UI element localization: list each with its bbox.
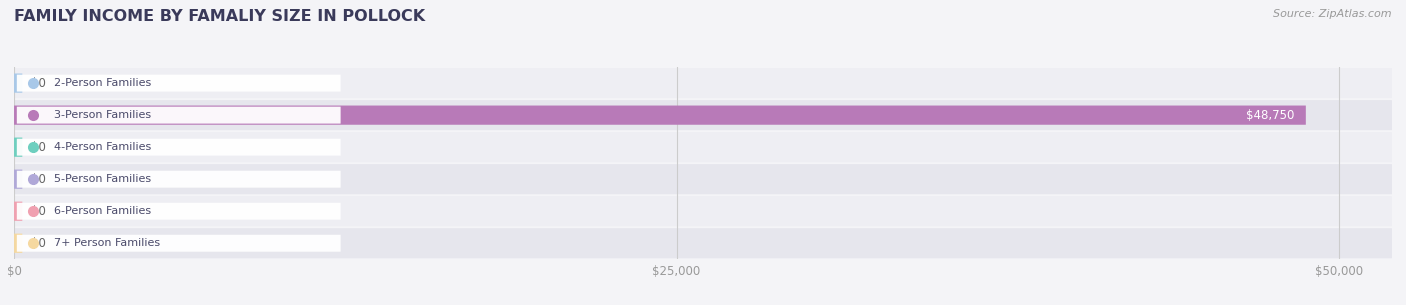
Text: $0: $0 [31, 77, 45, 90]
FancyBboxPatch shape [14, 68, 1392, 98]
FancyBboxPatch shape [17, 203, 340, 220]
FancyBboxPatch shape [14, 234, 22, 253]
Text: 2-Person Families: 2-Person Families [53, 78, 152, 88]
Text: $0: $0 [31, 237, 45, 250]
Text: 3-Person Families: 3-Person Families [53, 110, 150, 120]
FancyBboxPatch shape [14, 132, 1392, 162]
Text: $48,750: $48,750 [1247, 109, 1295, 122]
FancyBboxPatch shape [14, 228, 1392, 258]
FancyBboxPatch shape [14, 100, 1392, 130]
FancyBboxPatch shape [14, 202, 22, 221]
Text: $0: $0 [31, 173, 45, 186]
FancyBboxPatch shape [14, 170, 22, 189]
FancyBboxPatch shape [17, 139, 340, 156]
Text: 7+ Person Families: 7+ Person Families [53, 238, 160, 248]
Text: FAMILY INCOME BY FAMALIY SIZE IN POLLOCK: FAMILY INCOME BY FAMALIY SIZE IN POLLOCK [14, 9, 425, 24]
FancyBboxPatch shape [14, 164, 1392, 194]
FancyBboxPatch shape [17, 171, 340, 188]
Text: $0: $0 [31, 141, 45, 154]
FancyBboxPatch shape [17, 75, 340, 92]
Text: Source: ZipAtlas.com: Source: ZipAtlas.com [1274, 9, 1392, 19]
FancyBboxPatch shape [14, 74, 22, 93]
FancyBboxPatch shape [14, 138, 22, 157]
FancyBboxPatch shape [14, 196, 1392, 226]
FancyBboxPatch shape [14, 106, 1306, 125]
Text: $0: $0 [31, 205, 45, 218]
Text: 4-Person Families: 4-Person Families [53, 142, 152, 152]
Text: 5-Person Families: 5-Person Families [53, 174, 150, 184]
FancyBboxPatch shape [17, 107, 340, 124]
Text: 6-Person Families: 6-Person Families [53, 206, 150, 216]
FancyBboxPatch shape [17, 235, 340, 252]
